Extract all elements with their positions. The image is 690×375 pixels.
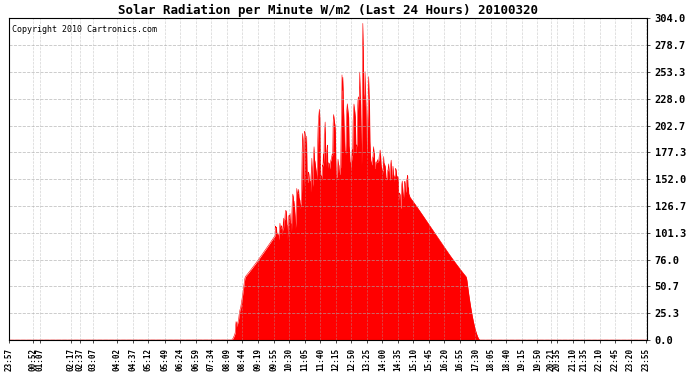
Text: Copyright 2010 Cartronics.com: Copyright 2010 Cartronics.com xyxy=(12,25,157,34)
Title: Solar Radiation per Minute W/m2 (Last 24 Hours) 20100320: Solar Radiation per Minute W/m2 (Last 24… xyxy=(118,4,538,17)
